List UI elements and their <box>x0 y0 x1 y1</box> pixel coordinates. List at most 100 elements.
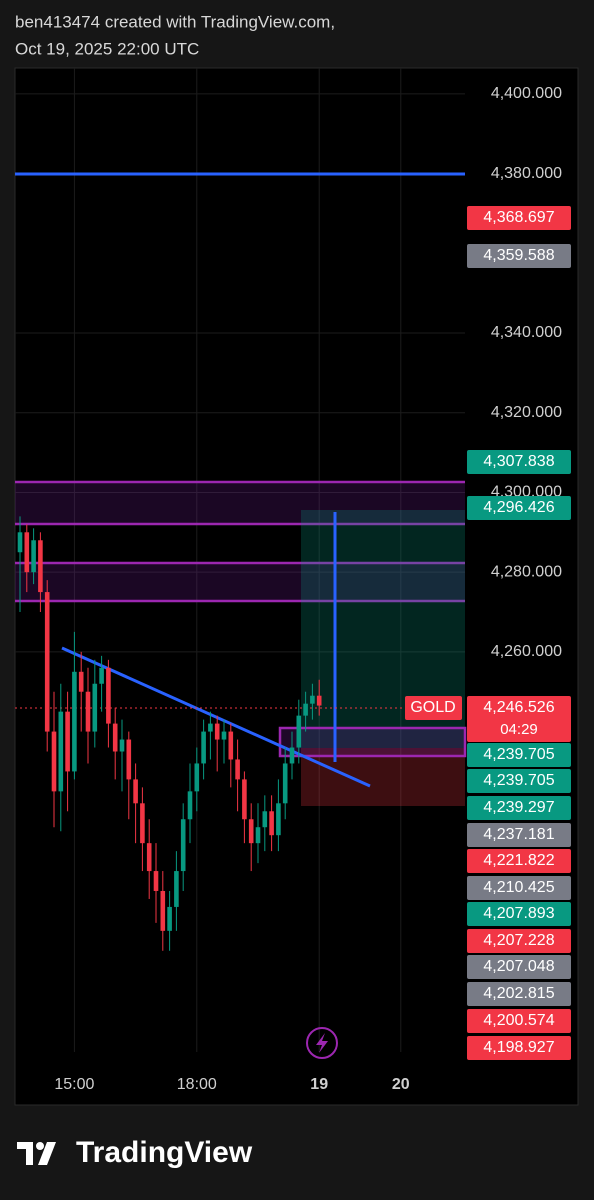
price-label-box <box>467 1009 571 1033</box>
zone <box>15 563 465 601</box>
candle-body <box>303 703 308 716</box>
zone <box>278 726 467 758</box>
header-line: ben413474 created with TradingView.com, <box>15 12 335 31</box>
symbol-label: GOLD <box>410 699 455 716</box>
price-label-box <box>467 929 571 953</box>
candles <box>17 516 322 951</box>
candle-body <box>208 723 213 732</box>
price-label: 4,239.705 <box>483 772 554 789</box>
price-label: 4,207.893 <box>483 905 554 922</box>
candle-body <box>65 711 70 772</box>
candle-body <box>167 906 172 931</box>
price-label-box <box>467 769 571 793</box>
price-label-box <box>467 496 571 520</box>
x-tick-label: 19 <box>310 1076 328 1093</box>
price-labels: 4,368.697 4,359.588 4,307.838 4,296.426 4,24… <box>405 206 571 1060</box>
candle-body <box>153 871 159 891</box>
x-tick-label: 20 <box>392 1076 410 1093</box>
lightning-glyph <box>316 1033 328 1053</box>
candle-body <box>126 739 132 780</box>
price-label-box <box>467 796 571 820</box>
price-label: 4,368.697 <box>483 209 554 226</box>
stop-zone <box>301 748 465 806</box>
lightning-icon[interactable] <box>306 1027 338 1059</box>
candle-body <box>51 731 57 792</box>
y-tick-label: 4,380.000 <box>491 165 562 182</box>
price-label-box <box>467 876 571 900</box>
candle-body <box>194 763 200 792</box>
candle-body <box>112 723 118 752</box>
logo: TradingView <box>17 1136 253 1169</box>
price-label-box <box>467 244 571 268</box>
candle-body <box>269 811 274 836</box>
logo-mark <box>36 1142 44 1150</box>
candle-body <box>38 540 43 593</box>
price-label: 4,239.297 <box>483 799 554 816</box>
candle-body <box>92 683 98 732</box>
candle-body <box>119 739 125 752</box>
price-label-box <box>467 823 571 847</box>
candle-body <box>160 890 166 931</box>
candle-body <box>228 731 234 760</box>
candle-body <box>221 731 227 740</box>
price-label: 4,198.927 <box>483 1039 554 1056</box>
price-label-box <box>467 849 571 873</box>
candle-body <box>58 711 64 792</box>
price-label: 4,207.048 <box>483 958 554 975</box>
countdown: 04:29 <box>500 721 538 738</box>
price-label-box <box>467 743 571 767</box>
price-label-box <box>467 955 571 979</box>
candle-body <box>140 803 145 844</box>
candle-body <box>248 819 254 844</box>
logo-mark <box>17 1142 33 1165</box>
candle-body <box>276 803 281 836</box>
candle-body <box>24 532 30 573</box>
price-label: 4,207.228 <box>483 932 554 949</box>
price-label: 4,210.425 <box>483 879 554 896</box>
y-tick-label: 4,260.000 <box>491 643 562 660</box>
price-label-box <box>467 206 571 230</box>
price-label: 4,359.588 <box>483 247 554 264</box>
candle-body <box>44 592 50 732</box>
candle-body <box>106 667 111 724</box>
candle-body <box>174 871 179 907</box>
price-label-box <box>467 982 571 1006</box>
x-tick-label: 18:00 <box>177 1076 217 1093</box>
y-tick-label: 4,400.000 <box>491 85 562 102</box>
y-tick-label: 4,340.000 <box>491 324 562 341</box>
price-label: 4,239.705 <box>483 746 554 763</box>
candle-body <box>146 843 152 872</box>
trend-line <box>61 646 371 788</box>
logo-mark <box>38 1142 56 1165</box>
candle-body <box>235 759 240 780</box>
zone <box>15 482 465 524</box>
symbol-box <box>405 696 462 720</box>
candle-body <box>255 827 261 844</box>
price-label: 4,307.838 <box>483 453 554 470</box>
y-tick-label: 4,320.000 <box>491 404 562 421</box>
candle-body <box>85 691 91 732</box>
candle-body <box>99 667 104 684</box>
candle-body <box>31 540 36 573</box>
price-label: 4,200.574 <box>483 1012 554 1029</box>
candle-body <box>214 723 220 740</box>
price-label-box <box>467 902 571 926</box>
candle-body <box>296 715 302 748</box>
price-label: 4,246.526 <box>483 699 554 716</box>
candle-body <box>316 695 322 706</box>
price-label: 4,202.815 <box>483 985 554 1002</box>
candle-body <box>201 731 206 764</box>
candle-body <box>262 811 268 828</box>
header-line: Oct 19, 2025 22:00 UTC <box>15 39 199 58</box>
price-label: 4,237.181 <box>483 826 554 843</box>
grid: 4,260.0004,280.0004,300.0004,320.0004,34… <box>15 68 562 1093</box>
candle-body <box>242 779 247 820</box>
candle-body <box>133 779 138 804</box>
brand: TradingView <box>76 1136 253 1169</box>
price-label-box <box>467 450 571 474</box>
y-tick-label: 4,280.000 <box>491 563 562 580</box>
price-label: 4,221.822 <box>483 852 554 869</box>
candle-body <box>180 819 186 872</box>
